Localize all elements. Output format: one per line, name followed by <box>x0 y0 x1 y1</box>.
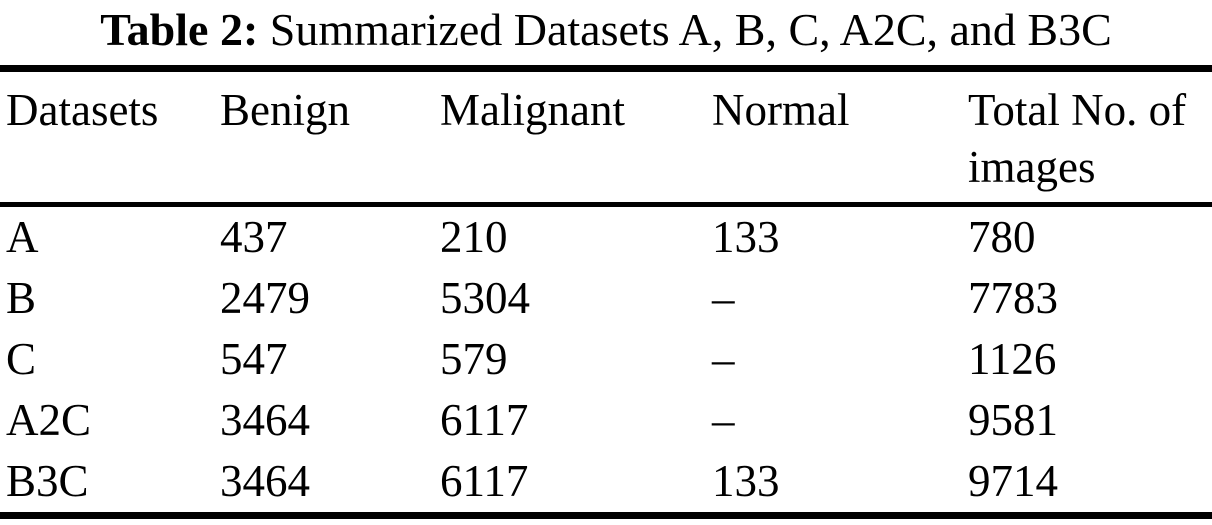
column-header-datasets: Datasets <box>0 68 220 208</box>
cell-normal: – <box>712 334 735 385</box>
cell-total: 7783 <box>968 273 1058 324</box>
cell-normal: – <box>712 273 735 324</box>
table-row: C 547 579 – 1126 <box>0 329 1212 390</box>
cell-normal: 133 <box>712 456 780 507</box>
cell-dataset: C <box>6 334 37 385</box>
cell-dataset: B3C <box>6 456 89 507</box>
column-header-normal: Normal <box>712 68 968 208</box>
cell-malignant: 6117 <box>440 395 529 446</box>
table-row: A 437 210 133 780 <box>0 205 1212 269</box>
cell-dataset: B <box>6 273 37 324</box>
cell-malignant: 210 <box>440 212 508 263</box>
cell-benign: 437 <box>220 212 288 263</box>
cell-normal: – <box>712 395 735 446</box>
table-row: A2C 3464 6117 – 9581 <box>0 390 1212 451</box>
table-body: A 437 210 133 780 B 2479 5304 – 7783 C 5… <box>0 205 1212 516</box>
cell-benign: 3464 <box>220 395 310 446</box>
table-caption-label: Table 2: <box>100 4 259 55</box>
header-row: Datasets Benign Malignant Normal Total N… <box>0 68 1212 208</box>
cell-benign: 547 <box>220 334 288 385</box>
table-header: Datasets Benign Malignant Normal Total N… <box>0 68 1212 208</box>
table-row: B 2479 5304 – 7783 <box>0 268 1212 329</box>
column-header-total: Total No. of images <box>968 68 1212 208</box>
cell-dataset: A2C <box>6 395 92 446</box>
table-caption: Table 2: Summarized Datasets A, B, C, A2… <box>0 0 1212 57</box>
cell-total: 9714 <box>968 456 1058 507</box>
cell-malignant: 5304 <box>440 273 530 324</box>
cell-malignant: 6117 <box>440 456 529 507</box>
cell-total: 9581 <box>968 395 1058 446</box>
table-row: B3C 3464 6117 133 9714 <box>0 451 1212 516</box>
cell-dataset: A <box>6 212 39 263</box>
cell-total: 1126 <box>968 334 1057 385</box>
column-header-benign: Benign <box>220 68 440 208</box>
cell-malignant: 579 <box>440 334 508 385</box>
cell-benign: 3464 <box>220 456 310 507</box>
cell-normal: 133 <box>712 212 780 263</box>
table-caption-text: Summarized Datasets A, B, C, A2C, and B3… <box>269 4 1112 55</box>
datasets-summary-table: Datasets Benign Malignant Normal Total N… <box>0 65 1212 520</box>
column-header-malignant: Malignant <box>440 68 712 208</box>
cell-total: 780 <box>968 212 1036 263</box>
cell-benign: 2479 <box>220 273 310 324</box>
